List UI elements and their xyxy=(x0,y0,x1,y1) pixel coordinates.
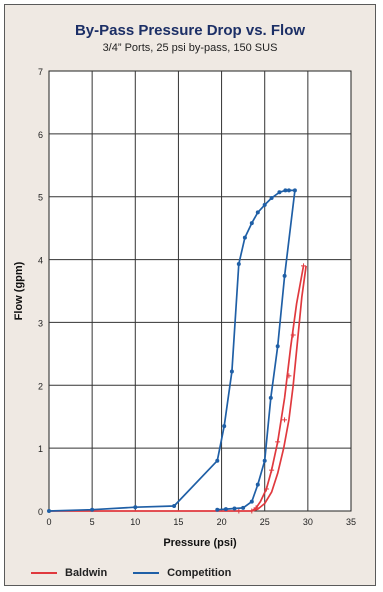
point-competition-14 xyxy=(283,188,288,193)
point-competition-23 xyxy=(241,505,246,510)
point-competition-8 xyxy=(242,235,247,240)
y-tick-labels: 0 1 2 3 4 5 6 7 xyxy=(38,67,43,517)
point-competition-12 xyxy=(269,196,274,200)
point-competition-20 xyxy=(262,458,267,463)
point-baldwin-5 xyxy=(275,439,281,445)
point-competition-26 xyxy=(215,507,220,512)
point-competition-11 xyxy=(262,202,267,207)
point-competition-25 xyxy=(223,507,228,512)
legend-label-competition: Competition xyxy=(167,567,232,579)
point-competition-7 xyxy=(236,262,241,266)
y-tick-label: 4 xyxy=(38,256,43,266)
x-tick-label: 15 xyxy=(173,517,183,527)
x-tick-label: 30 xyxy=(303,517,313,527)
y-tick-label: 0 xyxy=(38,507,43,517)
point-competition-2 xyxy=(133,505,138,510)
legend-item-baldwin: Baldwin xyxy=(31,567,107,579)
x-tick-label: 10 xyxy=(130,517,140,527)
series-line-baldwin-1 xyxy=(251,265,307,512)
x-tick-label: 20 xyxy=(217,517,227,527)
point-competition-10 xyxy=(255,210,260,215)
legend-swatch-baldwin xyxy=(31,572,57,574)
point-competition-4 xyxy=(215,458,220,463)
x-axis-label: Pressure (psi) xyxy=(163,537,237,549)
point-baldwin-3 xyxy=(263,486,269,492)
point-baldwin-7 xyxy=(286,373,292,379)
x-tick-label: 25 xyxy=(260,517,270,527)
point-competition-0 xyxy=(47,509,51,513)
x-tick-label: 0 xyxy=(46,517,51,527)
y-axis-label: Flow (gpm) xyxy=(13,261,25,320)
chart-subtitle: 3/4” Ports, 25 psi by-pass, 150 SUS xyxy=(102,42,278,54)
y-tick-label: 6 xyxy=(38,130,43,140)
point-competition-18 xyxy=(275,344,280,349)
point-competition-13 xyxy=(277,190,282,195)
point-competition-6 xyxy=(229,369,234,374)
point-baldwin-8 xyxy=(290,332,296,338)
y-tick-label: 3 xyxy=(38,318,43,328)
chart-frame: By-Pass Pressure Drop vs. Flow 3/4” Port… xyxy=(4,4,376,586)
chart-title: By-Pass Pressure Drop vs. Flow xyxy=(74,22,306,39)
legend-item-competition: Competition xyxy=(133,567,231,579)
line-chart: 0 1 2 3 4 5 6 7 0 5 10 15 20 25 30 35 Pressure (psi) F… xyxy=(13,67,356,549)
legend-swatch-competition xyxy=(133,572,160,574)
y-tick-label: 2 xyxy=(38,381,43,391)
point-competition-9 xyxy=(249,221,254,226)
gridlines xyxy=(49,71,351,511)
point-competition-5 xyxy=(222,424,227,429)
point-baldwin-4 xyxy=(269,467,275,473)
x-tick-labels: 0 5 10 15 20 25 30 35 xyxy=(46,517,356,527)
legend-label-baldwin: Baldwin xyxy=(65,567,108,579)
point-competition-15 xyxy=(286,188,291,193)
x-tick-label: 35 xyxy=(346,517,356,527)
point-competition-21 xyxy=(255,482,260,487)
point-competition-24 xyxy=(232,506,237,511)
plot-area xyxy=(48,70,352,512)
point-competition-17 xyxy=(282,273,287,278)
point-baldwin-9 xyxy=(301,263,307,269)
y-tick-label: 7 xyxy=(38,67,43,77)
point-baldwin-0 xyxy=(236,508,242,514)
series-line-baldwin-0 xyxy=(49,265,305,512)
x-tick-label: 5 xyxy=(90,517,95,527)
point-competition-16 xyxy=(292,188,297,193)
point-competition-3 xyxy=(172,504,177,508)
point-competition-22 xyxy=(249,499,254,504)
point-competition-1 xyxy=(90,507,95,512)
point-competition-19 xyxy=(268,395,273,400)
y-tick-label: 5 xyxy=(38,193,43,203)
series-layer xyxy=(47,188,307,514)
legend: Baldwin Competition xyxy=(31,566,257,580)
y-tick-label: 1 xyxy=(38,444,43,454)
point-baldwin-6 xyxy=(282,417,288,423)
